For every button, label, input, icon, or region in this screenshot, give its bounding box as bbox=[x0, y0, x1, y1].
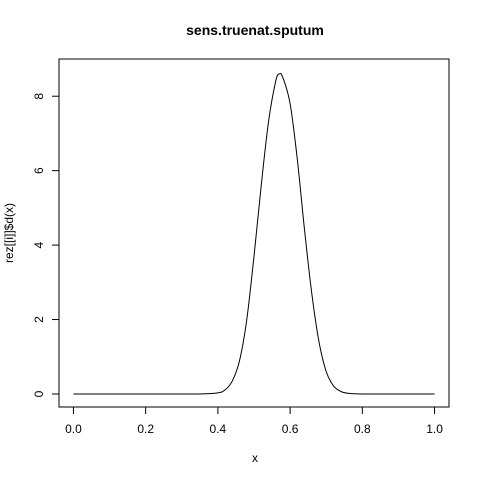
x-axis-label: x bbox=[252, 451, 258, 465]
y-tick-label: 4 bbox=[32, 241, 46, 248]
x-tick-label: 0.8 bbox=[354, 422, 371, 436]
x-tick-label: 0.2 bbox=[137, 422, 154, 436]
chart-title: sens.truenat.sputum bbox=[186, 22, 324, 38]
y-tick-label: 0 bbox=[32, 390, 46, 397]
x-tick-label: 0.0 bbox=[65, 422, 82, 436]
density-curve bbox=[73, 72, 435, 395]
x-tick-label: 0.6 bbox=[282, 422, 299, 436]
y-axis-label: rez[[i]]$d(x) bbox=[2, 203, 16, 263]
plot-box bbox=[58, 58, 450, 408]
x-tick-label: 0.4 bbox=[210, 422, 227, 436]
y-tick-label: 2 bbox=[32, 316, 46, 323]
x-axis: 0.0 0.2 0.4 0.6 0.8 1.0 bbox=[65, 406, 443, 436]
y-tick-label: 8 bbox=[32, 93, 46, 100]
x-tick-label: 1.0 bbox=[426, 422, 443, 436]
y-tick-label: 6 bbox=[32, 167, 46, 174]
y-axis: 0 2 4 6 8 bbox=[32, 93, 60, 397]
